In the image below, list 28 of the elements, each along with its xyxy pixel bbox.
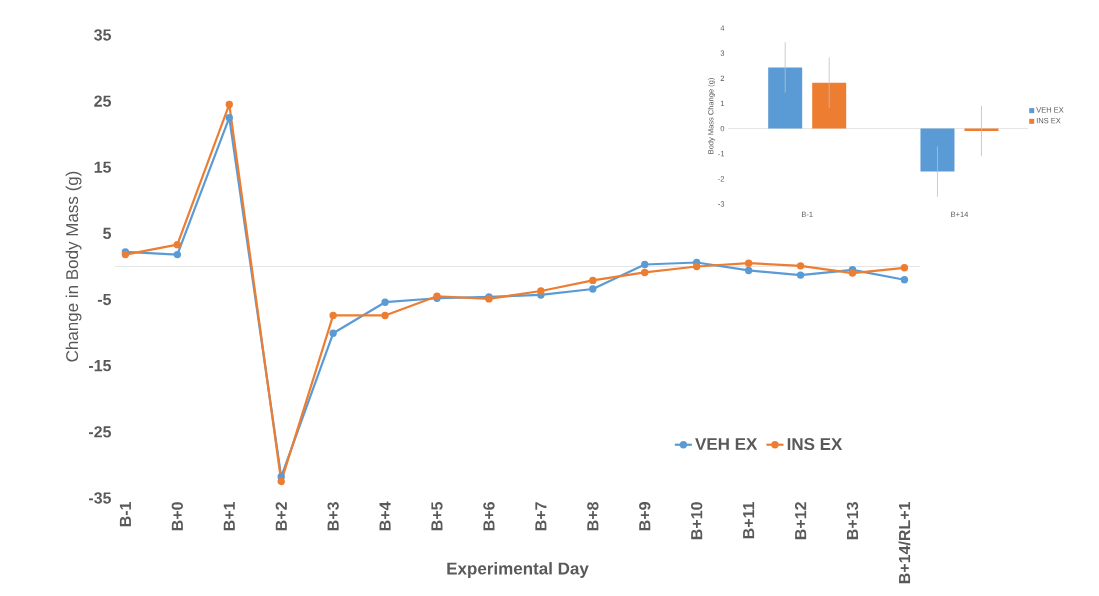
x-tick-label: B+7 [535,502,547,531]
x-tick-label: B+5 [431,501,443,531]
x-tick-label: B+4 [379,501,391,531]
y-tick-label: 25 [94,95,112,107]
y-tick-label: -35 [88,492,112,504]
x-tick-label: B+14/RL+1 [898,501,911,584]
legend-label: INS EX [787,438,843,451]
y-tick-label: 5 [103,227,112,239]
x-axis-title: Experimental Day [447,562,589,578]
y-axis-title: Change in Body Mass (g) [65,171,82,362]
x-tick-label: B+6 [483,502,495,531]
x-tick-label: B+8 [587,502,599,531]
x-tick-label: B+9 [639,502,651,531]
x-tick-label: B+3 [327,502,339,531]
x-tick-label: B+10 [691,502,703,540]
y-tick-label: -5 [97,293,112,306]
x-tick-label: B+0 [171,502,183,531]
x-tick-label: B-1 [119,501,131,527]
x-tick-label: B+2 [275,502,287,531]
legend-label: VEH EX [695,438,758,450]
y-tick-label: -25 [88,426,112,438]
y-tick-label: -15 [88,360,112,372]
x-tick-label: B+11 [743,501,755,539]
y-tick-label: 35 [94,29,112,41]
y-tick-label: 15 [94,161,112,173]
x-tick-label: B+12 [794,502,807,540]
x-tick-label: B+1 [223,501,235,531]
x-tick-label: B+13 [846,502,859,540]
